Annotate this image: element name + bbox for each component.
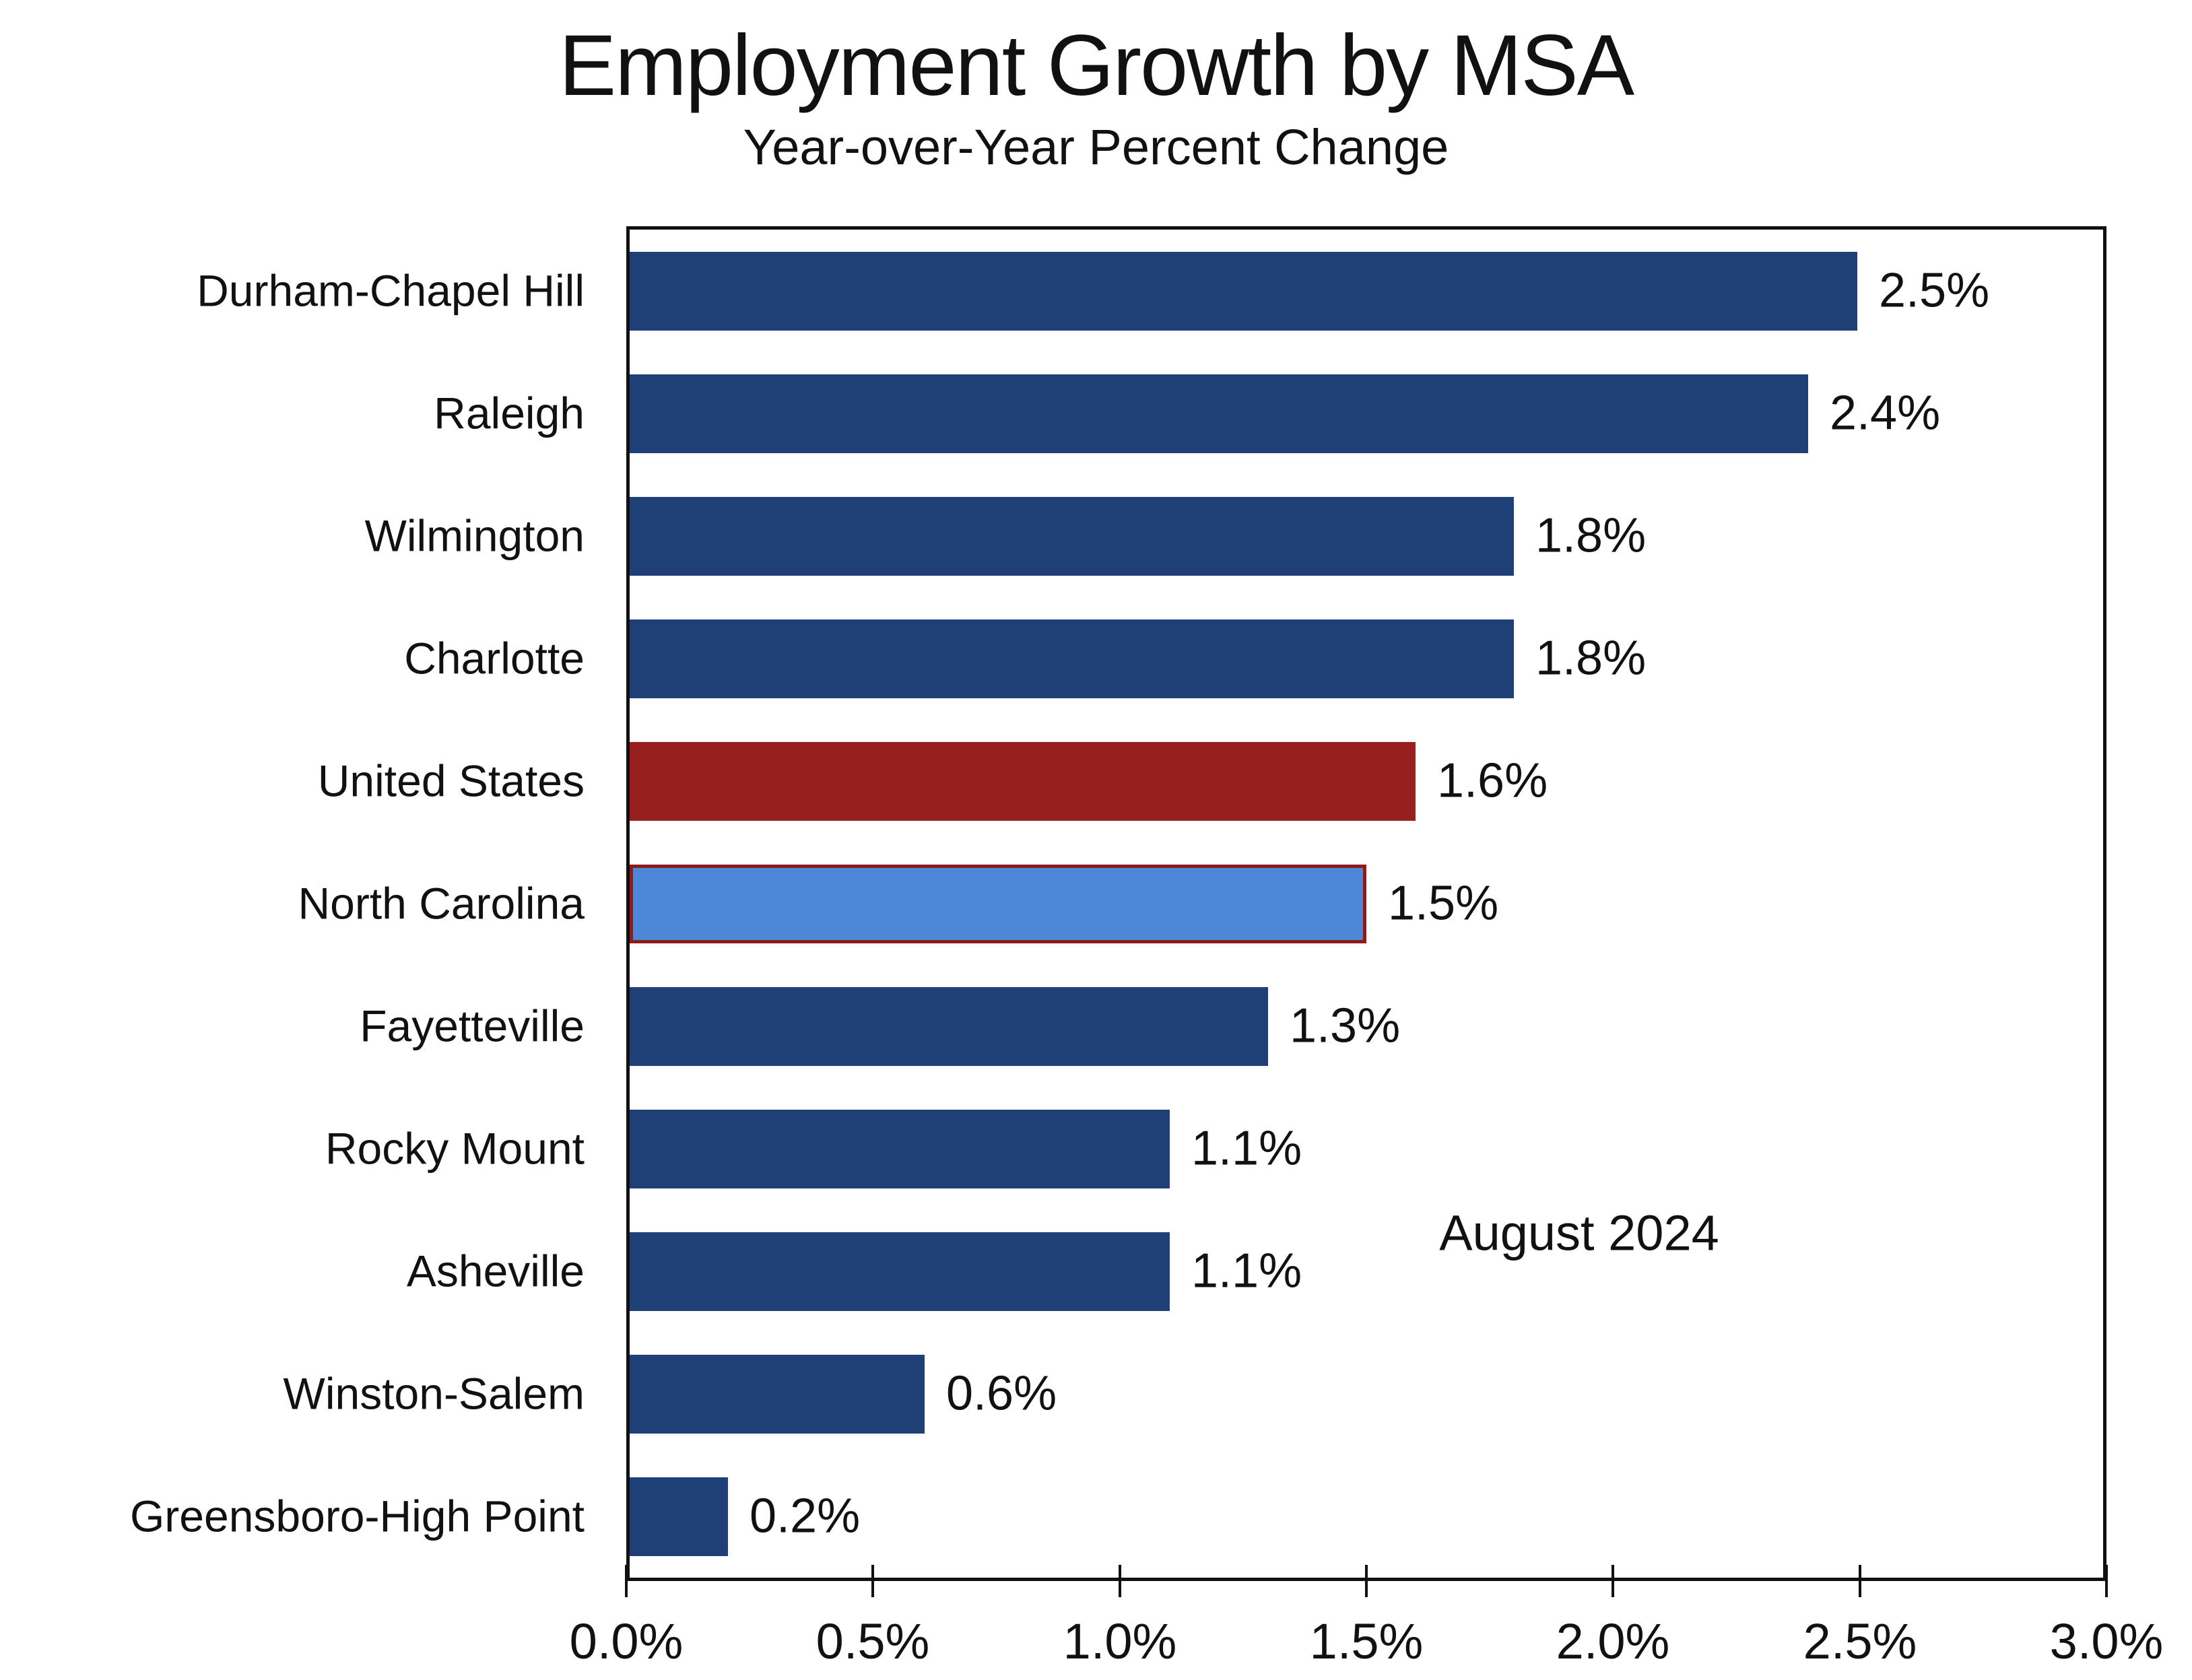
x-tick-label-1-5pct: 1.5%: [1309, 1613, 1424, 1669]
category-label-fayetteville: Fayetteville: [360, 1000, 585, 1050]
plot-area: August 2024 2.5% 2.4% 1.8% 1.8% 1.6% 1.5% 1.3%…: [626, 226, 2106, 1581]
value-label-north-carolina: 1.5%: [1388, 875, 1499, 930]
category-label-charlotte: Charlotte: [404, 632, 585, 683]
value-label-durham-chapel-hill: 2.5%: [1879, 263, 1990, 317]
x-tick-label-1-0pct: 1.0%: [1063, 1613, 1177, 1669]
category-label-wilmington: Wilmington: [364, 510, 585, 560]
date-annotation: August 2024: [1439, 1205, 1719, 1261]
bar-greensboro-high-point: [630, 1477, 728, 1556]
x-tick-label-2-0pct: 2.0%: [1556, 1613, 1670, 1669]
value-label-charlotte: 1.8%: [1535, 630, 1647, 685]
x-tick-1-0pct: [1119, 1565, 1121, 1597]
value-label-raleigh: 2.4%: [1830, 385, 1941, 440]
category-label-durham-chapel-hill: Durham-Chapel Hill: [197, 265, 585, 315]
chart-title: Employment Growth by MSA: [558, 18, 1634, 114]
category-label-winston-salem: Winston-Salem: [283, 1368, 585, 1418]
bar-durham-chapel-hill: [630, 252, 1857, 331]
x-axis: 0.0% 0.5% 1.0% 1.5% 2.0% 2.5% 3.0%: [570, 1565, 2163, 1679]
x-tick-1-5pct: [1365, 1565, 1368, 1597]
bar-asheville: [630, 1232, 1170, 1311]
bar-raleigh: [630, 374, 1808, 453]
bar-united-states: [630, 742, 1416, 821]
bar-winston-salem: [630, 1355, 925, 1434]
x-tick-2-0pct: [1612, 1565, 1614, 1597]
category-label-united-states: United States: [317, 755, 585, 805]
value-label-united-states: 1.6%: [1437, 753, 1548, 807]
value-label-wilmington: 1.8%: [1535, 508, 1647, 562]
y-axis-category-labels: Durham-Chapel Hill Raleigh Wilmington Charl…: [0, 226, 585, 1581]
x-tick-0-5pct: [871, 1565, 874, 1597]
category-label-greensboro-high-point: Greensboro-High Point: [129, 1490, 585, 1541]
bar-charlotte: [630, 619, 1514, 698]
x-tick-label-2-5pct: 2.5%: [1803, 1613, 1917, 1669]
bar-wilmington: [630, 497, 1514, 576]
value-label-rocky-mount: 1.1%: [1191, 1120, 1302, 1175]
bar-north-carolina: [630, 865, 1366, 943]
x-tick-0-0pct: [625, 1565, 628, 1597]
x-tick-label-0-5pct: 0.5%: [816, 1613, 930, 1669]
category-label-rocky-mount: Rocky Mount: [325, 1122, 585, 1173]
category-label-raleigh: Raleigh: [434, 387, 585, 438]
value-label-winston-salem: 0.6%: [946, 1366, 1057, 1420]
bar-rocky-mount: [630, 1110, 1170, 1188]
value-label-asheville: 1.1%: [1191, 1243, 1302, 1298]
chart-subtitle: Year-over-Year Percent Change: [743, 119, 1449, 175]
x-tick-label-3-0pct: 3.0%: [2049, 1613, 2164, 1669]
value-label-greensboro-high-point: 0.2%: [750, 1488, 861, 1543]
bar-fayetteville: [630, 987, 1268, 1066]
category-label-asheville: Asheville: [406, 1245, 585, 1296]
value-label-fayetteville: 1.3%: [1290, 998, 1401, 1052]
category-label-north-carolina: North Carolina: [298, 877, 585, 928]
x-tick-2-5pct: [1859, 1565, 1861, 1597]
x-tick-label-0-0pct: 0.0%: [569, 1613, 684, 1669]
x-tick-3-0pct: [2105, 1565, 2108, 1597]
